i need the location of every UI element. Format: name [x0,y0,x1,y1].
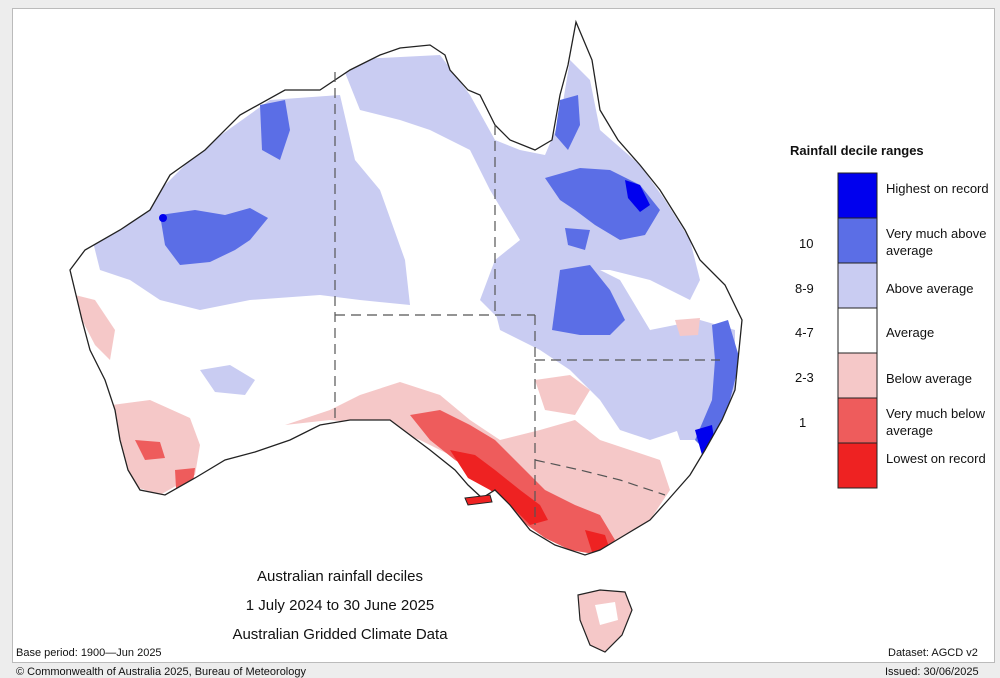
region-below-average-qld-patch [675,318,700,336]
legend-decile-10: 10 [799,236,814,251]
region-below-average-wa-coast [75,295,115,360]
region-above-average-nw [90,95,410,310]
legend-label-lowest: Lowest on record [886,451,986,466]
legend-label-highest: Highest on record [886,181,989,196]
region-very-much-above-small [565,228,590,250]
legend-label-very-much-above: Very much above average [886,226,987,258]
map-date-range: 1 July 2024 to 30 June 2025 [245,597,435,614]
legend-decile-8-9: 8-9 [795,281,814,296]
map-title: Australian rainfall deciles [257,568,423,585]
legend-swatch-lowest [837,442,878,489]
region-above-average-north [340,55,700,320]
region-above-average-central-qld [490,260,690,440]
legend-swatch-above [837,262,878,309]
legend-title: Rainfall decile ranges [790,143,924,158]
region-very-much-above-kimberley [260,100,290,160]
region-very-much-below-sw [135,440,165,460]
state-borders [334,72,720,525]
base-period: Base period: 1900—Jun 2025 [16,647,162,659]
legend-label-average: Average [886,325,935,340]
legend-decile-1: 1 [799,415,807,430]
mainland-outline [69,19,743,556]
region-very-much-above-cape [555,95,580,150]
legend-swatch-very-much-above [837,217,878,264]
region-lowest-record-sa [450,450,548,525]
legend-swatch-very-much-below [837,397,878,444]
region-very-much-above-wa [160,208,268,265]
dataset-label: Dataset: AGCD v2 [888,647,978,659]
region-highest-record-qld [625,180,650,212]
legend-swatch-average [837,307,878,354]
map-dataset-name: Australian Gridded Climate Data [232,626,448,643]
region-above-average-sa [200,365,255,395]
issued-date: Issued: 30/06/2025 [885,666,979,678]
legend-decile-4-7: 4-7 [795,325,814,340]
legend-swatch-below [837,352,878,399]
region-highest-record-wa-dot [159,214,167,222]
kangaroo-island [464,494,493,506]
region-very-much-below-sa [410,410,615,555]
legend-swatch-highest [837,172,878,219]
legend-decile-2-3: 2-3 [795,370,814,385]
region-very-much-above-swqld [552,265,625,335]
region-very-much-above-nsw-coast [695,320,740,450]
tasmania-average-patch [595,602,618,625]
copyright-notice: © Commonwealth of Australia 2025, Bureau… [16,666,306,678]
region-below-average-nsw [535,375,590,415]
region-lowest-record-vic [585,530,610,552]
legend-label-very-much-below: Very much below average [886,406,985,438]
legend-swatches [837,172,878,489]
legend-label-above: Above average [886,281,974,296]
legend-label-below: Below average [886,371,972,386]
